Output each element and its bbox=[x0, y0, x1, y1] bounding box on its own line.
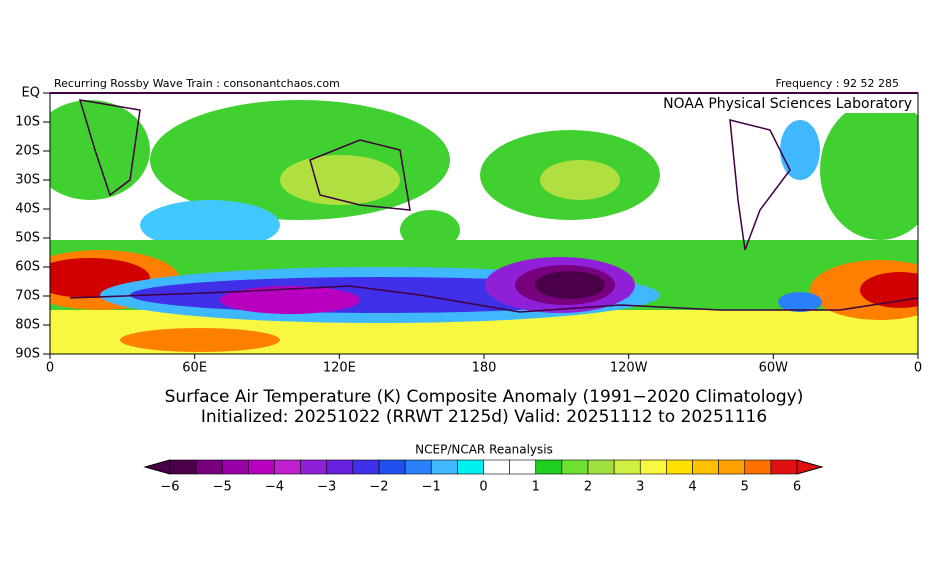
colorbar-label: 5 bbox=[741, 480, 749, 495]
lon-label: 180 bbox=[472, 361, 497, 376]
colorbar-box bbox=[692, 459, 719, 475]
caption-line1: Surface Air Temperature (K) Composite An… bbox=[165, 387, 804, 407]
colorbar-box bbox=[587, 459, 615, 475]
lat-label: 30S bbox=[15, 173, 40, 188]
colorbar-box bbox=[221, 459, 249, 475]
lon-label: 120E bbox=[323, 361, 356, 376]
colorbar-box bbox=[404, 459, 432, 475]
colorbar-label: −4 bbox=[265, 480, 284, 495]
lon-label: 120W bbox=[610, 361, 648, 376]
header-right: Frequency : 92 52 285 bbox=[775, 77, 899, 90]
lat-label: 20S bbox=[15, 144, 40, 159]
colorbar-box bbox=[639, 459, 667, 475]
colorbar-box bbox=[718, 459, 746, 475]
colorbar-label: 0 bbox=[479, 480, 487, 495]
colorbar-box bbox=[457, 459, 484, 475]
axes: EQ 10S 20S 30S 40S 50S 60S 70S 80S 90S 0 60E 120E 180… bbox=[15, 86, 922, 376]
colorbar-box bbox=[483, 459, 510, 475]
colorbar: −6 −5 −4 −3 −2 −1 0 1 2 3 4 5 6 bbox=[143, 459, 824, 495]
lon-label: 60E bbox=[182, 361, 207, 376]
colorbar-box bbox=[744, 459, 772, 475]
colorbar-box bbox=[666, 459, 693, 475]
colorbar-box bbox=[195, 459, 223, 475]
colorbar-label: 1 bbox=[532, 480, 540, 495]
colorbar-box bbox=[352, 459, 380, 475]
colorbar-box bbox=[300, 459, 328, 475]
colorbar-label: 3 bbox=[636, 480, 644, 495]
header-left: Recurring Rossby Wave Train : consonantc… bbox=[54, 77, 340, 90]
colorbar-box bbox=[613, 459, 641, 475]
colorbar-label: −6 bbox=[160, 480, 179, 495]
colorbar-box bbox=[274, 459, 301, 475]
colorbar-arrow bbox=[143, 459, 171, 475]
colorbar-title: NCEP/NCAR Reanalysis bbox=[415, 443, 553, 457]
lon-label: 0 bbox=[914, 361, 922, 376]
lat-label: 10S bbox=[15, 115, 40, 130]
colorbar-box bbox=[326, 459, 354, 475]
map-credit: NOAA Physical Sciences Laboratory bbox=[663, 96, 912, 112]
colorbar-label: −1 bbox=[422, 480, 441, 495]
colorbar-box bbox=[561, 459, 589, 475]
colorbar-label: 6 bbox=[793, 480, 801, 495]
colorbar-label: −5 bbox=[213, 480, 232, 495]
lon-label: 0 bbox=[46, 361, 54, 376]
colorbar-label: 2 bbox=[584, 480, 592, 495]
lat-label: 40S bbox=[15, 202, 40, 217]
colorbar-box bbox=[535, 459, 563, 475]
anomaly-field bbox=[50, 93, 918, 354]
colorbar-label: −2 bbox=[369, 480, 388, 495]
colorbar-box bbox=[430, 459, 458, 475]
lat-label: 80S bbox=[15, 318, 40, 333]
colorbar-label: 4 bbox=[688, 480, 696, 495]
colorbar-box bbox=[169, 459, 197, 475]
lon-label: 60W bbox=[759, 361, 789, 376]
colorbar-box bbox=[248, 459, 275, 475]
lat-label: EQ bbox=[22, 86, 40, 101]
colorbar-label: −3 bbox=[317, 480, 336, 495]
lat-label: 60S bbox=[15, 260, 40, 275]
lat-label: 90S bbox=[15, 347, 40, 362]
colorbar-arrow bbox=[796, 459, 824, 475]
colorbar-box bbox=[378, 459, 406, 475]
lat-label: 70S bbox=[15, 289, 40, 304]
colorbar-box bbox=[770, 459, 798, 475]
colorbar-box bbox=[509, 459, 537, 475]
caption-line2: Initialized: 20251022 (RRWT 2125d) Valid… bbox=[201, 407, 767, 427]
lat-label: 50S bbox=[15, 231, 40, 246]
